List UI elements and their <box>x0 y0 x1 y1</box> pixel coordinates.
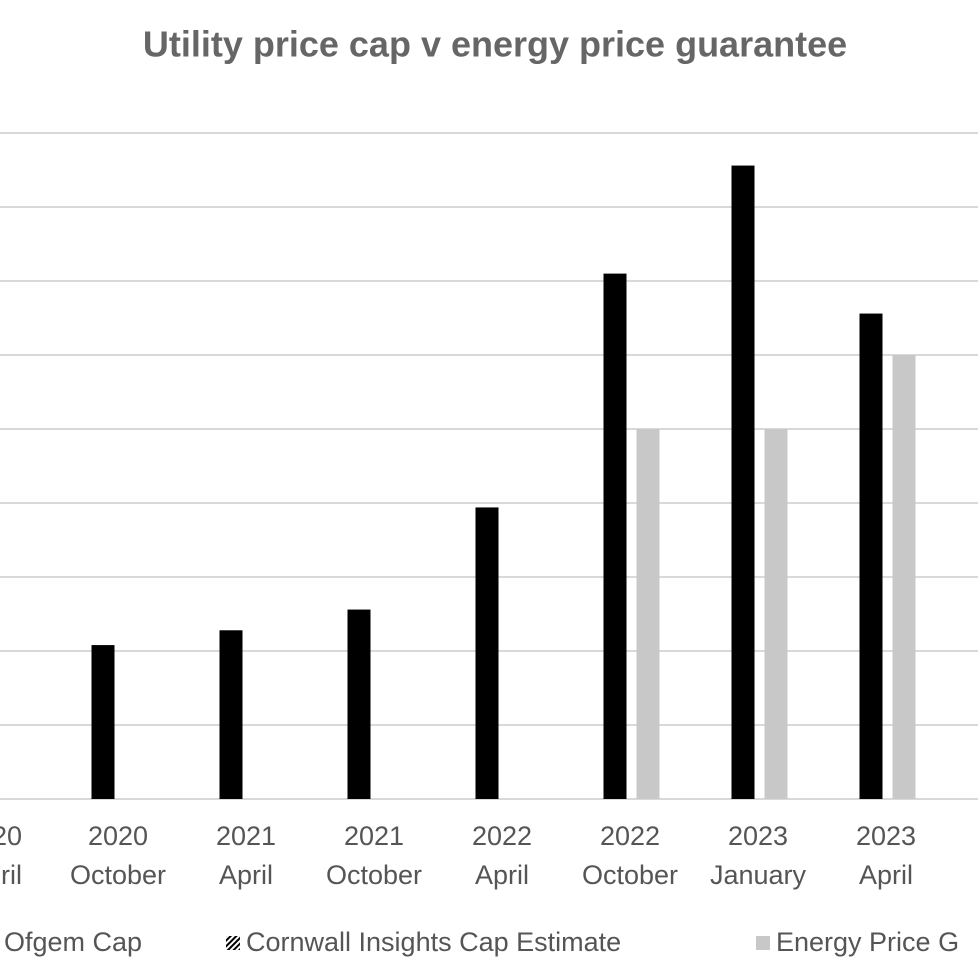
x-tick-label: October <box>326 860 422 890</box>
x-tick-label: January <box>710 860 807 890</box>
bar <box>731 165 755 799</box>
x-tick-label: April <box>859 860 913 890</box>
x-tick-label: October <box>582 860 678 890</box>
bar <box>219 630 243 799</box>
chart-title: Utility price cap v energy price guarant… <box>143 24 847 65</box>
x-tick-label: 20 <box>0 821 22 851</box>
x-tick-label: 2022 <box>472 821 532 851</box>
x-tick-label: 2022 <box>600 821 660 851</box>
x-tick-label: April <box>475 860 529 890</box>
bar <box>892 355 916 799</box>
bar <box>475 507 499 799</box>
bar <box>636 429 660 799</box>
legend-marker <box>756 936 770 950</box>
bar <box>859 313 883 799</box>
x-tick-label: ril <box>1 860 22 890</box>
x-tick-label: 2020 <box>88 821 148 851</box>
legend-marker <box>226 936 240 950</box>
bar <box>91 645 115 799</box>
x-tick-label: 2023 <box>856 821 916 851</box>
bar <box>764 429 788 799</box>
bar <box>347 609 371 799</box>
bar <box>603 273 627 800</box>
x-tick-label: April <box>219 860 273 890</box>
x-tick-label: October <box>70 860 166 890</box>
legend-label: Ofgem Cap <box>4 927 142 957</box>
x-tick-label: 2021 <box>344 821 404 851</box>
legend-label: Cornwall Insights Cap Estimate <box>246 927 621 957</box>
x-tick-label: 2021 <box>216 821 276 851</box>
legend-label: Energy Price G <box>776 927 959 957</box>
x-tick-label: 2023 <box>728 821 788 851</box>
